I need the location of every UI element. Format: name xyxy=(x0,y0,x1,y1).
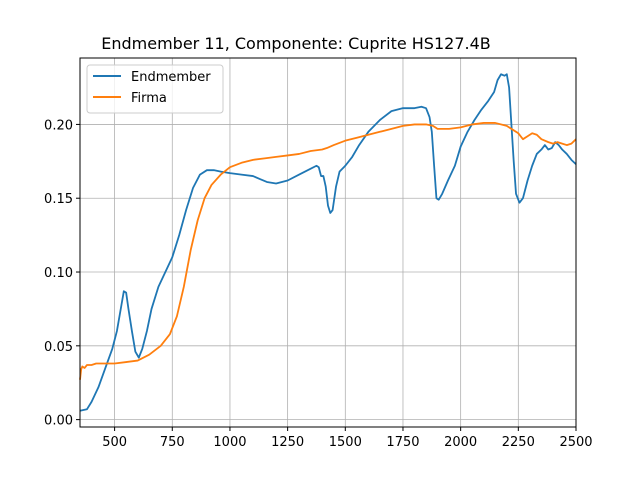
x-tick-label: 2250 xyxy=(502,435,535,450)
y-tick-label: 0.10 xyxy=(44,266,73,281)
x-tick-label: 1250 xyxy=(271,435,304,450)
x-tick-label: 1000 xyxy=(213,435,246,450)
series-layer xyxy=(79,73,577,412)
legend-label-firma: Firma xyxy=(131,91,167,106)
x-tick-label: 2000 xyxy=(444,435,477,450)
legend-label-endmember: Endmember xyxy=(131,70,211,85)
x-tick-label: 1750 xyxy=(386,435,419,450)
y-tick-label: 0.20 xyxy=(44,118,73,133)
plot-frame xyxy=(79,57,577,428)
y-tick-label: 0.15 xyxy=(44,192,73,207)
chart-title: Endmember 11, Componente: Cuprite HS127.… xyxy=(101,34,491,53)
x-tick-label: 1500 xyxy=(329,435,362,450)
y-axis: 0.00 0.05 0.10 0.15 0.20 xyxy=(44,118,80,429)
x-tick-label: 2500 xyxy=(559,435,592,450)
x-tick-label: 500 xyxy=(102,435,127,450)
grid xyxy=(80,58,576,427)
y-tick-label: 0.05 xyxy=(44,340,73,355)
series-line-firma xyxy=(79,122,577,380)
x-axis: 500 750 1000 1250 1500 1750 2000 2250 2500 xyxy=(102,427,593,450)
x-tick-label: 750 xyxy=(160,435,185,450)
legend: Endmember Firma xyxy=(86,64,224,114)
y-tick-label: 0.00 xyxy=(44,414,73,429)
series-line-endmember xyxy=(79,73,577,412)
